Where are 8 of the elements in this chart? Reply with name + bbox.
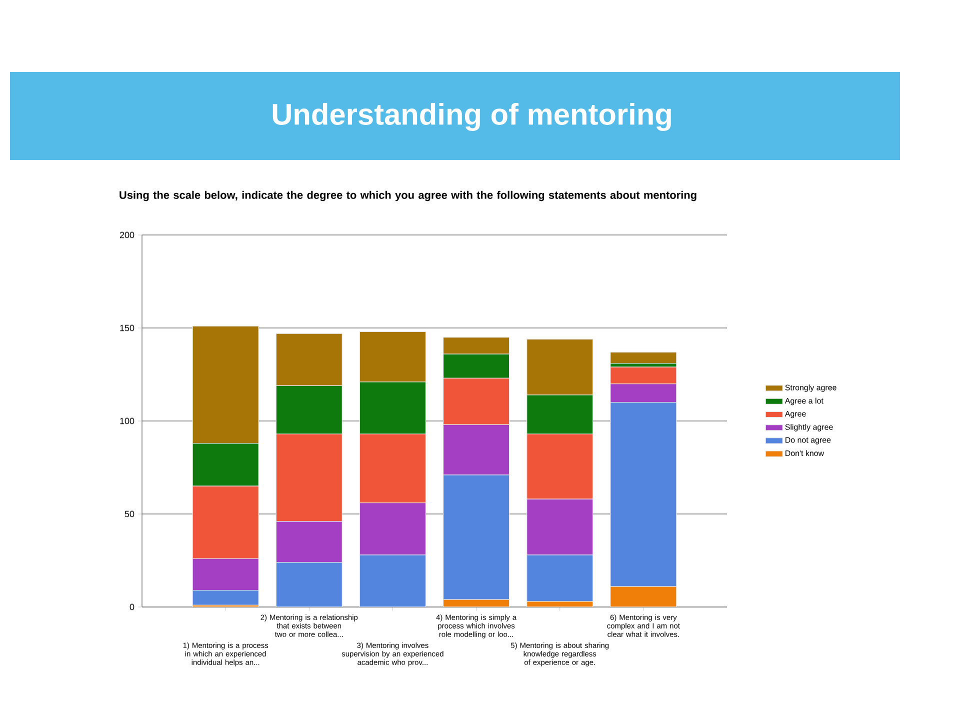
y-tick-label: 100 <box>120 418 134 424</box>
bar <box>610 352 677 364</box>
y-tick-label: 150 <box>120 324 134 332</box>
chart-title: Understanding of mentoring <box>272 102 671 131</box>
y-tick-label: 0 <box>130 604 134 610</box>
y-tick-label: 200 <box>120 232 134 238</box>
chart-subtitle: Using the scale below, indicate the degree to which you agree with the following statements about mentoring <box>120 190 696 202</box>
y-tick-label: 50 <box>124 510 134 518</box>
